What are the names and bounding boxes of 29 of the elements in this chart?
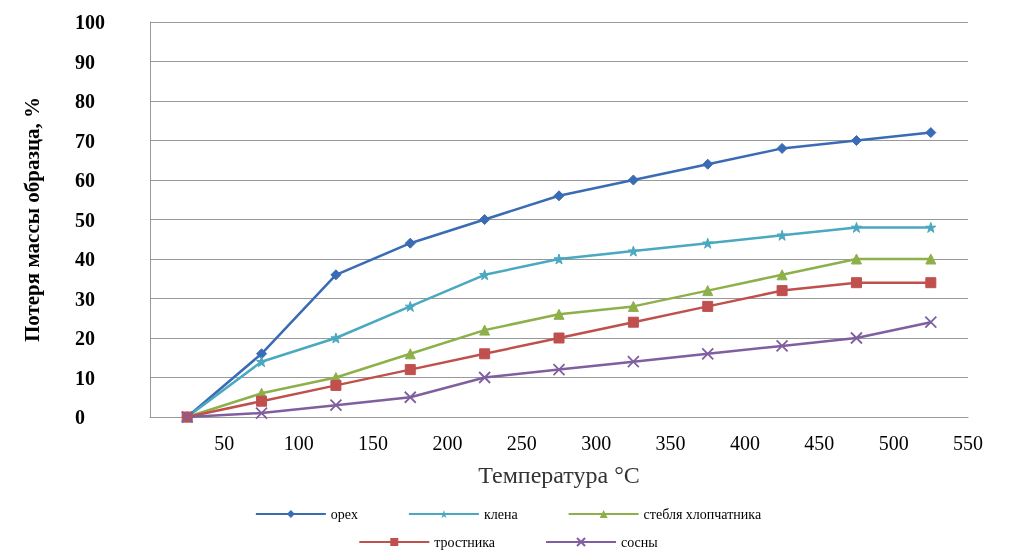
x-tick-label: 300 — [581, 432, 612, 454]
legend-label: тростника — [434, 534, 496, 550]
y-tick-label: 90 — [75, 50, 95, 73]
x-tick-label: 100 — [283, 432, 314, 454]
x-tick-label: 400 — [729, 432, 760, 454]
x-tick-label: 200 — [432, 432, 463, 454]
legend-label: орех — [330, 506, 358, 522]
x-tick-label: 500 — [878, 432, 909, 454]
x-tick-label: 250 — [506, 432, 537, 454]
legend-label: клена — [483, 506, 519, 522]
y-tick-label: 80 — [75, 90, 95, 112]
y-tick-label: 60 — [75, 169, 95, 191]
legend-label: сосны — [621, 534, 659, 550]
y-tick-label: 100 — [75, 11, 105, 33]
y-tick-label: 30 — [75, 287, 95, 310]
x-tick-label: 150 — [358, 432, 389, 454]
y-tick-label: 20 — [75, 327, 95, 349]
y-axis-title: Потеря массы образца, % — [19, 96, 44, 343]
y-tick-label: 50 — [75, 208, 95, 231]
x-tick-label: 550 — [953, 432, 983, 454]
x-tick-label: 50 — [214, 432, 235, 454]
y-tick-label: 40 — [75, 248, 95, 270]
y-tick-label: 10 — [75, 366, 95, 389]
y-tick-label: 70 — [75, 129, 95, 152]
x-tick-label: 450 — [804, 432, 835, 454]
x-tick-label: 350 — [655, 432, 686, 454]
legend-label: стебля хлопчатника — [643, 506, 762, 522]
y-tick-label: 0 — [75, 406, 85, 428]
x-axis-title: Температура °C — [478, 462, 640, 488]
